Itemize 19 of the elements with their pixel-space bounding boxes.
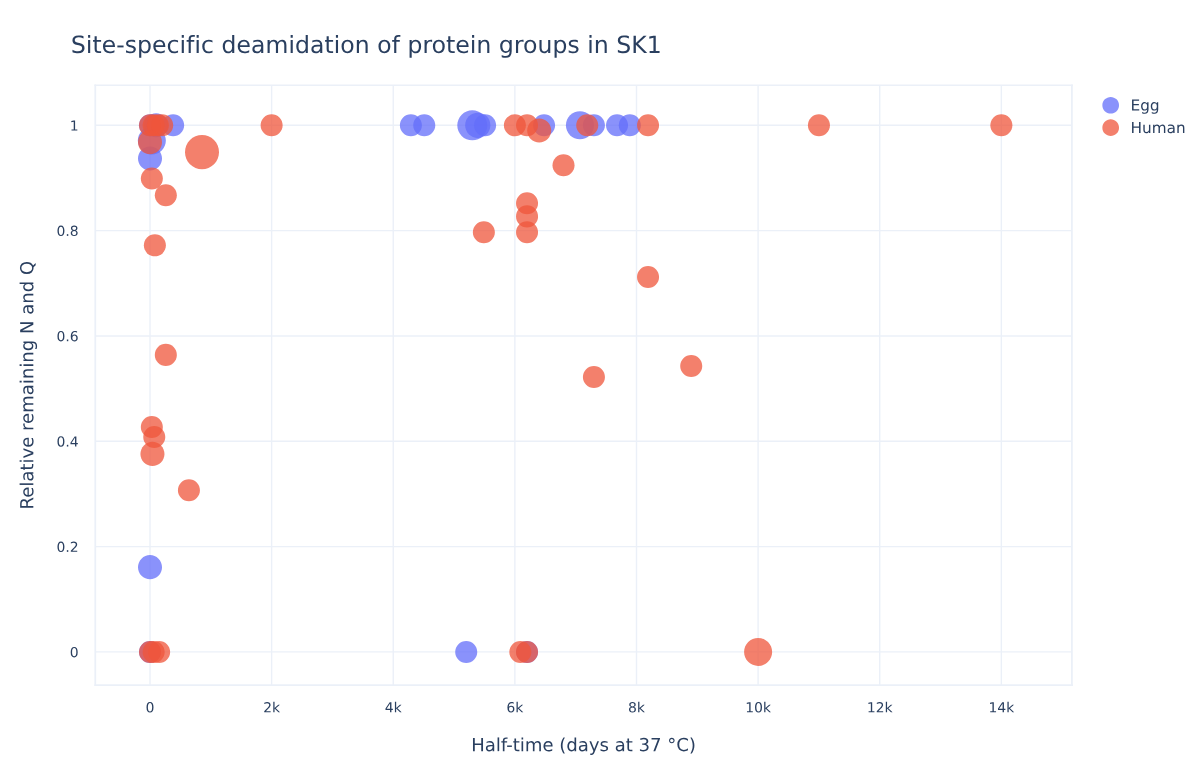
x-axis-title: Half-time (days at 37 °C) [472,737,695,755]
y-tick-label: 0.8 [57,225,78,237]
x-tick-label: 14k [990,701,1015,713]
y-axis-title: Relative remaining N and Q [19,261,38,508]
y-tick-label: 0.6 [57,330,78,342]
y-tick-label: 0.4 [57,436,78,447]
x-tick-label: 0 [146,702,154,713]
x-tick-label: 12k [868,701,893,713]
x-tick-label: 10k [746,701,771,713]
y-tick-label: 0 [70,646,78,658]
x-tick-label: 6k [507,701,524,713]
y-tick-label: 1 [71,120,78,131]
legend-label: Human [1132,121,1185,134]
x-tick-label: 2k [264,701,281,713]
x-tick-label: 4k [385,701,402,713]
legend-label: Egg [1132,99,1159,114]
chart-title: Site-specific deamidation of protein groups in SK1 [72,34,660,58]
x-tick-label: 8k [629,701,645,713]
y-tick-label: 0.2 [57,541,78,553]
